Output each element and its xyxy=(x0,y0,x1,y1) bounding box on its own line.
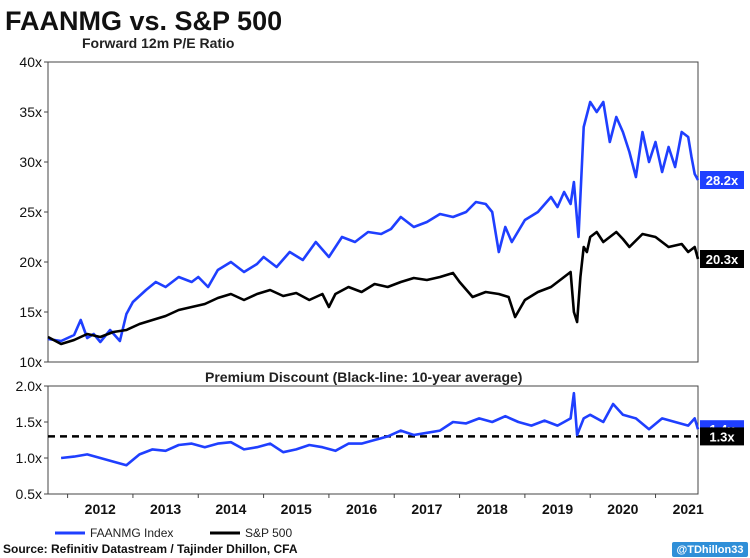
top-y-tick-label: 40x xyxy=(19,54,42,70)
top-series-group xyxy=(47,100,700,346)
top-end-labels: 28.2x 20.3x xyxy=(700,171,744,268)
x-axis: 2012 2013 2014 2015 2016 2017 2018 2019 2020 2021 xyxy=(67,494,704,517)
bottom-series-faanmg xyxy=(60,391,700,467)
x-tick-label: 2014 xyxy=(215,501,246,517)
bottom-y-tick-label: 1.0x xyxy=(16,450,42,466)
bottom-panel-frame xyxy=(47,385,699,495)
handle-badge-bg xyxy=(672,542,748,557)
bottom-y-tick-label: 2.0x xyxy=(16,378,42,394)
legend-label-sp500: S&P 500 xyxy=(245,526,292,540)
handle-badge: @TDhillon33 xyxy=(672,542,748,557)
bottom-panel-title: Premium Discount (Black-line: 10-year av… xyxy=(205,369,522,385)
x-tick-label: 2021 xyxy=(673,501,704,517)
legend: FAANMG Index S&P 500 xyxy=(55,526,292,540)
top-y-tick-label: 25x xyxy=(19,204,42,220)
bottom-end-label-average: 1.3x xyxy=(709,429,735,444)
chart-title: FAANMG vs. S&P 500 xyxy=(5,6,282,36)
x-tick-label: 2019 xyxy=(542,501,573,517)
x-tick-label: 2016 xyxy=(346,501,377,517)
top-y-axis: 10x 15x 20x 25x 30x 35x 40x xyxy=(19,54,48,370)
top-end-label-faanmg: 28.2x xyxy=(706,173,739,188)
top-end-label-bg-sp500 xyxy=(700,250,744,268)
bottom-series-group xyxy=(48,391,700,467)
x-tick-label: 2020 xyxy=(607,501,638,517)
top-series-faanmg xyxy=(47,100,700,344)
bottom-y-axis: 0.5x 1.0x 1.5x 2.0x xyxy=(16,378,48,502)
top-y-tick-label: 30x xyxy=(19,154,42,170)
top-y-tick-label: 15x xyxy=(19,304,42,320)
handle-text: @TDhillon33 xyxy=(677,544,744,556)
top-end-label-sp500: 20.3x xyxy=(706,252,739,267)
x-tick-label: 2017 xyxy=(411,501,442,517)
top-panel-title: Forward 12m P/E Ratio xyxy=(82,35,234,51)
top-y-tick-label: 35x xyxy=(19,104,42,120)
bottom-end-labels: 1.4x1.3x xyxy=(700,420,744,446)
x-tick-label: 2013 xyxy=(150,501,181,517)
top-end-label-bg-faanmg xyxy=(700,171,744,189)
x-tick-label: 2018 xyxy=(477,501,508,517)
bottom-y-tick-label: 0.5x xyxy=(16,486,42,502)
source-note: Source: Refinitiv Datastream / Tajinder … xyxy=(3,542,298,556)
top-series-sp500 xyxy=(47,230,700,346)
x-tick-label: 2012 xyxy=(85,501,116,517)
top-y-tick-label: 10x xyxy=(19,354,42,370)
bottom-y-tick-label: 1.5x xyxy=(16,414,42,430)
x-tick-label: 2015 xyxy=(281,501,312,517)
legend-label-faanmg: FAANMG Index xyxy=(90,526,173,540)
bottom-end-label-bg-average xyxy=(700,427,744,446)
top-y-tick-label: 20x xyxy=(19,254,42,270)
